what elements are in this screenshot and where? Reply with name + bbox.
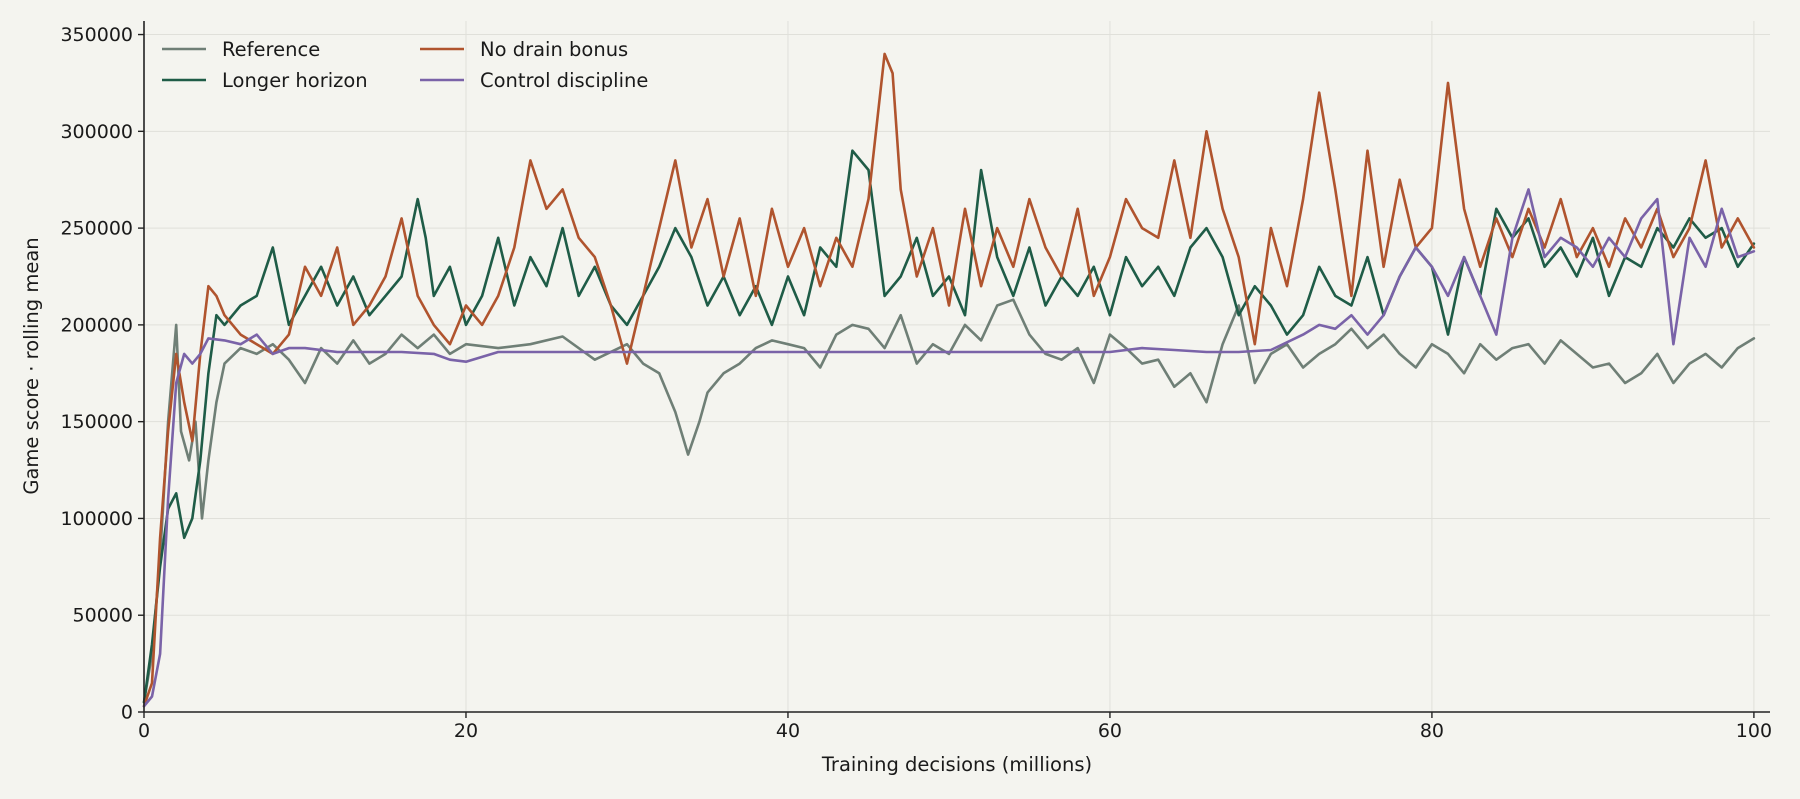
y-tick-label: 200000 [60, 314, 133, 336]
x-axis-label: Training decisions (millions) [821, 753, 1092, 776]
y-tick-label: 50000 [73, 605, 133, 627]
grid [143, 21, 1770, 713]
legend-label: Control discipline [480, 69, 648, 92]
x-tick-label: 80 [1420, 720, 1444, 742]
y-tick-label: 350000 [60, 24, 133, 46]
legend-label: No drain bonus [480, 38, 628, 61]
series-line-control-discipline [142, 188, 1756, 708]
legend: Reference Longer horizon No drain bonus Con… [162, 38, 648, 92]
x-tick-label: 0 [138, 720, 150, 742]
series-lines [142, 52, 1756, 708]
series-line-reference [142, 298, 1756, 704]
y-tick-label: 250000 [60, 218, 133, 240]
series-line-no-drain-bonus [142, 52, 1756, 708]
y-axis-label: Game score · rolling mean [20, 237, 43, 494]
legend-label: Reference [222, 38, 320, 61]
axes [143, 21, 1770, 713]
x-tick-label: 20 [454, 720, 478, 742]
legend-label: Longer horizon [222, 69, 368, 92]
x-tick-label: 40 [776, 720, 800, 742]
x-tick-label: 100 [1736, 720, 1772, 742]
x-tick-label: 60 [1098, 720, 1122, 742]
y-tick-label: 150000 [60, 411, 133, 433]
y-tick-label: 0 [121, 702, 133, 724]
tick-labels: 0 20 40 60 80 100 0 50000 100000 150000 200000 2500… [60, 24, 1772, 742]
y-tick-label: 100000 [60, 508, 133, 530]
y-tick-label: 300000 [60, 121, 133, 143]
